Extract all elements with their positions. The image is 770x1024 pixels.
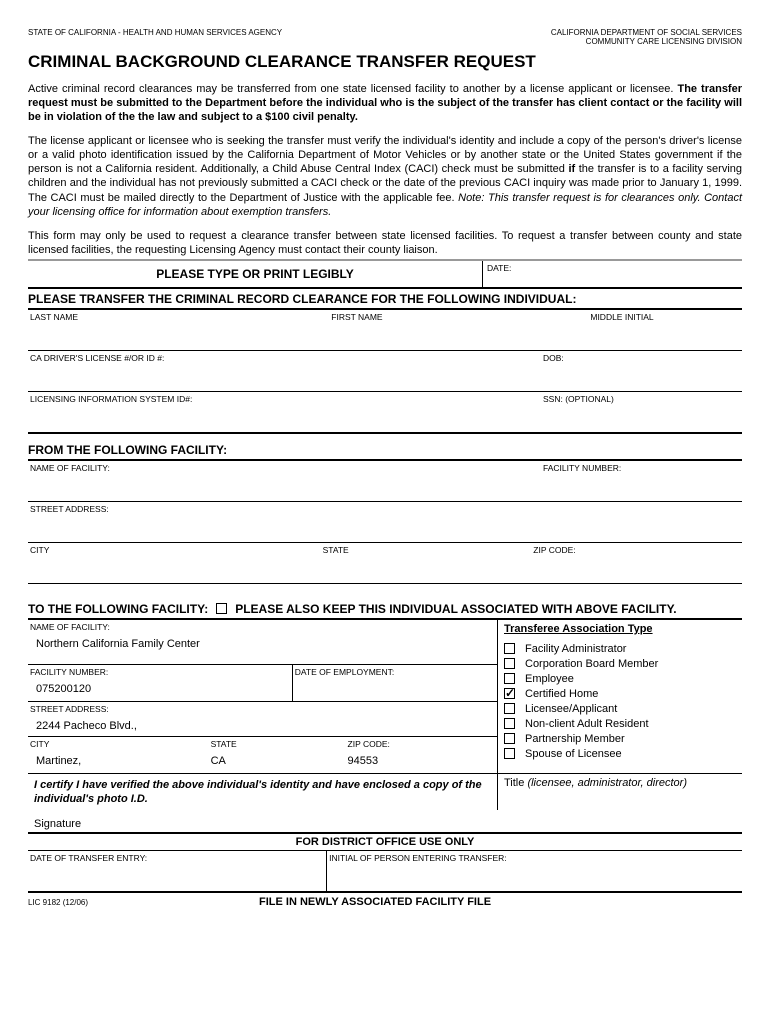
assoc-checkbox-3 xyxy=(504,688,515,699)
to-facility-number-field[interactable]: FACILITY NUMBER: 075200120 xyxy=(28,665,292,701)
dl-dob-row: CA DRIVER'S LICENSE #/OR ID #: DOB: xyxy=(28,350,742,391)
to-facility-block: NAME OF FACILITY: Northern California Fa… xyxy=(28,618,742,773)
last-name-field[interactable]: LAST NAME xyxy=(28,310,329,350)
assoc-option-2[interactable]: Employee xyxy=(504,673,736,685)
paragraph-2: The license applicant or licensee who is… xyxy=(28,134,742,218)
legibly-instruction: PLEASE TYPE OR PRINT LEGIBLY xyxy=(28,261,482,287)
agency-right-1: CALIFORNIA DEPARTMENT OF SOCIAL SERVICES xyxy=(551,28,742,37)
ca-dl-field[interactable]: CA DRIVER'S LICENSE #/OR ID #: xyxy=(28,351,541,391)
lis-id-field[interactable]: LICENSING INFORMATION SYSTEM ID#: xyxy=(28,392,541,432)
to-state-field[interactable]: STATE CA xyxy=(209,737,346,773)
dob-field[interactable]: DOB: xyxy=(541,351,742,391)
district-office-head: FOR DISTRICT OFFICE USE ONLY xyxy=(28,834,742,850)
from-facility-number-field[interactable]: FACILITY NUMBER: xyxy=(541,461,742,501)
paragraph-3: This form may only be used to request a … xyxy=(28,229,742,257)
agency-left: STATE OF CALIFORNIA - HEALTH AND HUMAN S… xyxy=(28,28,282,46)
section-individual-head: PLEASE TRANSFER THE CRIMINAL RECORD CLEA… xyxy=(28,289,742,308)
assoc-option-1[interactable]: Corporation Board Member xyxy=(504,658,736,670)
assoc-option-6[interactable]: Partnership Member xyxy=(504,733,736,745)
agency-right-2: COMMUNITY CARE LICENSING DIVISION xyxy=(551,37,742,46)
certify-row: I certify I have verified the above indi… xyxy=(28,773,742,811)
assoc-option-4[interactable]: Licensee/Applicant xyxy=(504,703,736,715)
assoc-option-5[interactable]: Non-client Adult Resident xyxy=(504,718,736,730)
footer-row: LIC 9182 (12/06) FILE IN NEWLY ASSOCIATE… xyxy=(28,893,742,911)
middle-initial-field[interactable]: MIDDLE INITIAL xyxy=(588,310,742,350)
transfer-date-field[interactable]: DATE OF TRANSFER ENTRY: xyxy=(28,851,326,891)
section-from-head: FROM THE FOLLOWING FACILITY: xyxy=(28,440,742,459)
form-title: CRIMINAL BACKGROUND CLEARANCE TRANSFER R… xyxy=(28,52,742,72)
lis-ssn-row: LICENSING INFORMATION SYSTEM ID#: SSN: (… xyxy=(28,391,742,432)
assoc-option-3[interactable]: Certified Home xyxy=(504,688,736,700)
keep-associated-checkbox[interactable] xyxy=(216,603,227,614)
association-type-header: Transferee Association Type xyxy=(504,623,736,635)
certify-text: I certify I have verified the above indi… xyxy=(28,774,497,811)
from-zip-field[interactable]: ZIP CODE: xyxy=(531,543,742,583)
assoc-checkbox-7 xyxy=(504,748,515,759)
assoc-checkbox-5 xyxy=(504,718,515,729)
from-city-field[interactable]: CITY xyxy=(28,543,321,583)
initial-person-field[interactable]: INITIAL OF PERSON ENTERING TRANSFER: xyxy=(326,851,742,891)
from-city-row: CITY STATE ZIP CODE: xyxy=(28,542,742,584)
signature-field[interactable]: Signature xyxy=(28,810,742,834)
from-street-row: STREET ADDRESS: xyxy=(28,501,742,542)
from-state-field[interactable]: STATE xyxy=(321,543,532,583)
paragraph-1: Active criminal record clearances may be… xyxy=(28,82,742,124)
legibly-date-row: PLEASE TYPE OR PRINT LEGIBLY DATE: xyxy=(28,260,742,287)
form-number: LIC 9182 (12/06) xyxy=(28,898,88,907)
to-facility-name-field[interactable]: NAME OF FACILITY: Northern California Fa… xyxy=(28,620,497,664)
to-city-field[interactable]: CITY Martinez, xyxy=(28,737,209,773)
from-name-row: NAME OF FACILITY: FACILITY NUMBER: xyxy=(28,459,742,501)
agency-right: CALIFORNIA DEPARTMENT OF SOCIAL SERVICES… xyxy=(551,28,742,46)
from-street-field[interactable]: STREET ADDRESS: xyxy=(28,502,742,542)
name-row: LAST NAME FIRST NAME MIDDLE INITIAL xyxy=(28,308,742,350)
footer-file-instruction: FILE IN NEWLY ASSOCIATED FACILITY FILE xyxy=(88,893,662,911)
to-zip-field[interactable]: ZIP CODE: 94553 xyxy=(346,737,497,773)
assoc-checkbox-1 xyxy=(504,658,515,669)
section-to-head: TO THE FOLLOWING FACILITY: PLEASE ALSO K… xyxy=(28,598,742,618)
date-field[interactable]: DATE: xyxy=(482,261,742,287)
assoc-checkbox-4 xyxy=(504,703,515,714)
header-bar: STATE OF CALIFORNIA - HEALTH AND HUMAN S… xyxy=(28,28,742,46)
title-field[interactable]: Title (licensee, administrator, director… xyxy=(497,774,742,811)
assoc-option-0[interactable]: Facility Administrator xyxy=(504,643,736,655)
to-doe-field[interactable]: DATE OF EMPLOYMENT: xyxy=(292,665,497,701)
ssn-field[interactable]: SSN: (OPTIONAL) xyxy=(541,392,742,432)
assoc-checkbox-6 xyxy=(504,733,515,744)
assoc-option-7[interactable]: Spouse of Licensee xyxy=(504,748,736,760)
from-facility-name-field[interactable]: NAME OF FACILITY: xyxy=(28,461,541,501)
assoc-checkbox-0 xyxy=(504,643,515,654)
first-name-field[interactable]: FIRST NAME xyxy=(329,310,588,350)
assoc-checkbox-2 xyxy=(504,673,515,684)
district-row: DATE OF TRANSFER ENTRY: INITIAL OF PERSO… xyxy=(28,850,742,891)
association-type-panel: Transferee Association Type Facility Adm… xyxy=(497,620,742,773)
to-street-field[interactable]: STREET ADDRESS: 2244 Pacheco Blvd., xyxy=(28,702,497,736)
